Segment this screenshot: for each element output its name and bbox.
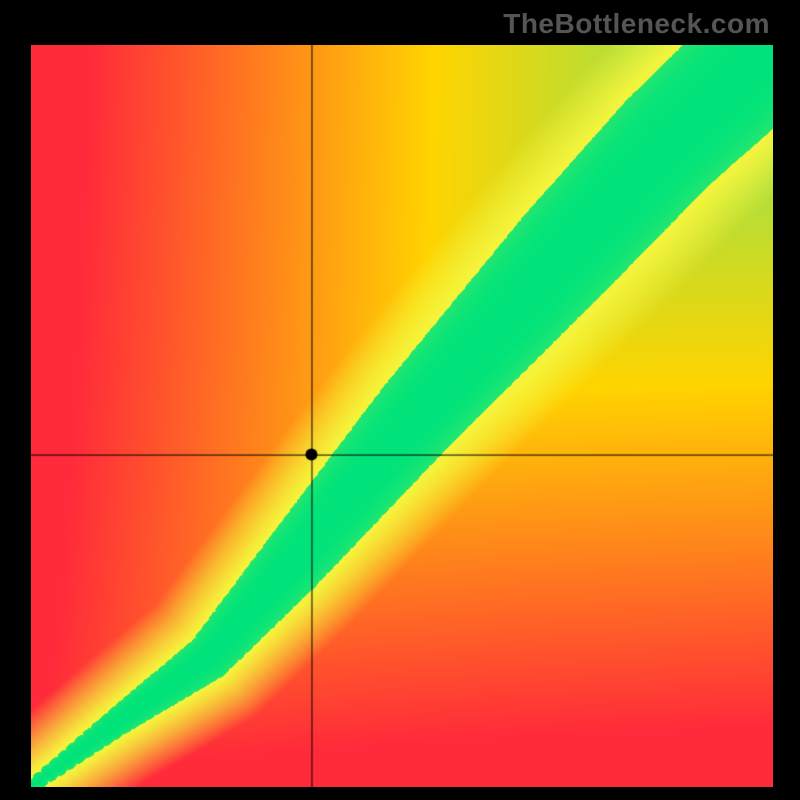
bottleneck-heatmap [31, 45, 773, 787]
watermark-text: TheBottleneck.com [503, 8, 770, 40]
chart-container: TheBottleneck.com [0, 0, 800, 800]
